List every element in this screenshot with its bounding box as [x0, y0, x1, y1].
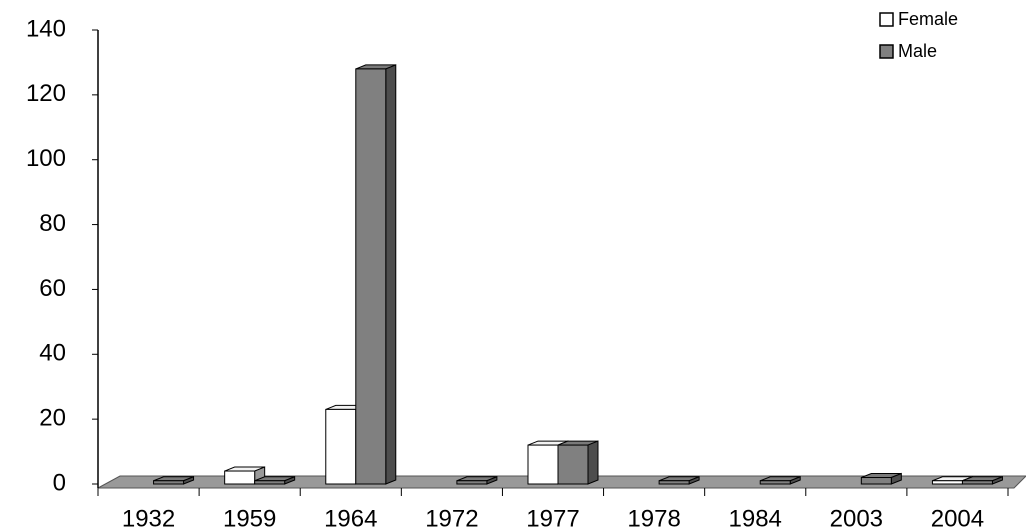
bar — [527, 444, 559, 485]
x-tick-label: 1977 — [526, 505, 579, 532]
x-tick-label: 2003 — [830, 505, 883, 532]
y-tick-label: 20 — [39, 404, 66, 431]
y-tick-label: 60 — [39, 275, 66, 302]
legend-label: Male — [898, 41, 937, 61]
x-tick-label: 1984 — [729, 505, 782, 532]
bar — [153, 480, 185, 485]
legend-swatch — [879, 44, 894, 59]
bar — [658, 480, 690, 485]
x-tick-label: 1972 — [425, 505, 478, 532]
bar-side — [587, 440, 599, 485]
x-tick-label: 1959 — [223, 505, 276, 532]
x-tick-label: 1978 — [627, 505, 680, 532]
bar — [961, 480, 993, 485]
x-tick-label: 1932 — [122, 505, 175, 532]
bar — [355, 68, 387, 485]
y-tick-label: 100 — [26, 145, 66, 172]
bar — [759, 480, 791, 485]
legend-swatch — [879, 12, 894, 27]
x-tick-label: 1964 — [324, 505, 377, 532]
y-tick-label: 40 — [39, 340, 66, 367]
legend-label: Female — [898, 9, 958, 29]
y-tick-label: 0 — [53, 469, 66, 496]
x-tick-label: 2004 — [931, 505, 984, 532]
bar — [931, 480, 963, 485]
bar — [456, 480, 488, 485]
bar — [224, 470, 256, 485]
bar-side — [385, 64, 397, 485]
bar — [254, 480, 286, 485]
y-tick-label: 120 — [26, 80, 66, 107]
bar — [860, 477, 892, 485]
y-tick-label: 140 — [26, 15, 66, 42]
y-tick-label: 80 — [39, 210, 66, 237]
bar — [325, 408, 357, 485]
bar — [557, 444, 589, 485]
